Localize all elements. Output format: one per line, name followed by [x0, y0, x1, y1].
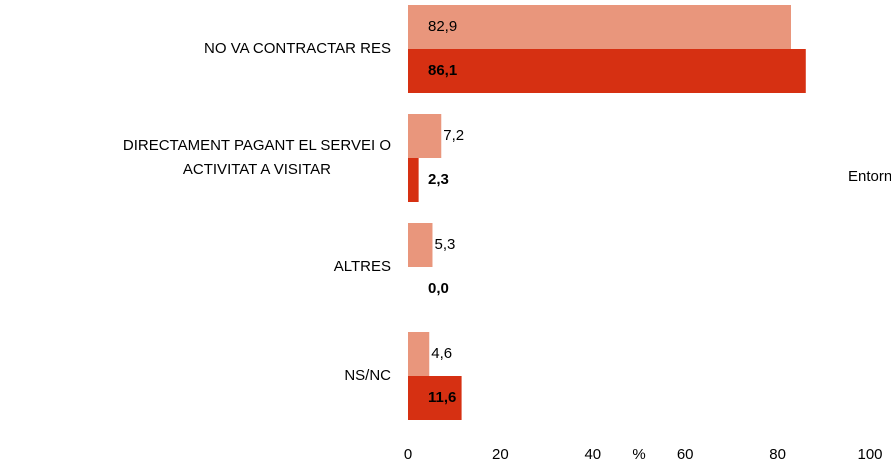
value-label: 86,1: [428, 62, 457, 79]
value-label: 11,6: [428, 389, 456, 406]
value-label: 2,3: [428, 171, 449, 188]
bar: [408, 158, 419, 202]
bar: [408, 332, 430, 376]
legend-label: Entorn: [848, 168, 891, 185]
category-label: ALTRES: [333, 258, 391, 275]
x-tick-label: 40: [584, 446, 601, 463]
bar: [408, 223, 433, 267]
value-label: 4,6: [431, 345, 452, 362]
value-label: 0,0: [428, 280, 449, 297]
category-label: NO VA CONTRACTAR RES: [204, 40, 391, 57]
value-label: 7,2: [443, 127, 464, 144]
x-tick-label: 60: [677, 446, 694, 463]
x-tick-label: 100: [857, 446, 882, 463]
x-axis-label: %: [632, 446, 645, 463]
bar: [408, 5, 791, 49]
x-tick-label: 20: [492, 446, 509, 463]
bar: [408, 114, 442, 158]
bar: [408, 376, 462, 420]
bar: [408, 49, 806, 93]
category-label: DIRECTAMENT PAGANT EL SERVEI O ACTIVITAT…: [122, 137, 391, 178]
x-tick-label: 80: [769, 446, 786, 463]
category-label: NS/NC: [344, 367, 391, 384]
value-label: 82,9: [428, 18, 457, 35]
value-label: 5,3: [434, 236, 455, 253]
x-tick-label: 0: [404, 446, 412, 463]
